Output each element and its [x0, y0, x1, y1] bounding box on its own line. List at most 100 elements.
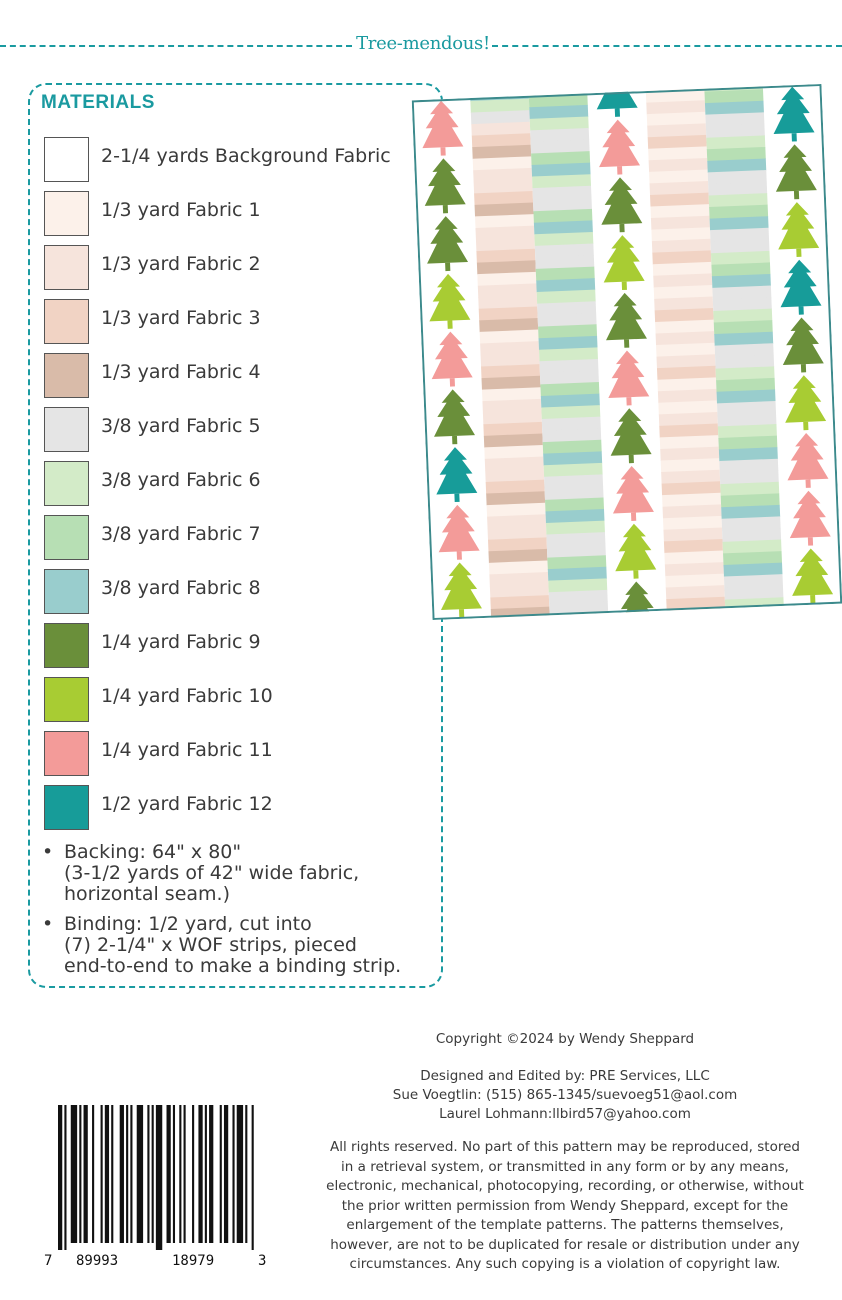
quilt-patch — [541, 416, 601, 432]
quilt-patch — [656, 354, 716, 369]
binding-note: • Binding: 1/2 yard, cut into (7) 2-1/4"… — [40, 914, 440, 977]
quilt-patch — [652, 250, 712, 265]
quilt-patch — [481, 387, 541, 402]
binding-line-1: Binding: 1/2 yard, cut into — [64, 913, 312, 935]
quilt-patch — [479, 318, 539, 333]
quilt-patch — [530, 139, 590, 154]
fabric-swatch — [44, 461, 89, 506]
quilt-patch — [537, 301, 597, 316]
barcode-bar — [100, 1105, 103, 1243]
binding-line-3: end-to-end to make a binding strip. — [64, 955, 402, 977]
quilt-patch — [660, 446, 720, 462]
quilt-patch — [475, 225, 535, 241]
quilt-patch — [657, 388, 717, 404]
quilt-patch — [470, 110, 530, 125]
barcode-digits-left: 89993 — [76, 1253, 119, 1269]
tree-icon — [606, 292, 647, 348]
legal-line: All rights reserved. No part of this pat… — [330, 1139, 800, 1155]
quilt-patch — [544, 485, 604, 501]
material-label: 3/8 yard Fabric 7 — [101, 523, 261, 545]
quilt-patch — [716, 400, 776, 416]
quilt-patch — [657, 377, 717, 392]
quilt-patch — [489, 583, 549, 598]
tree-icon — [794, 606, 836, 621]
legal-line: however, are not to be duplicated for re… — [330, 1236, 800, 1253]
quilt-patch — [658, 400, 718, 415]
tree-icon — [792, 548, 834, 604]
quilt-patch — [662, 492, 722, 508]
quilt-patch — [478, 306, 538, 321]
tree-icon — [773, 86, 815, 142]
quilt-patch — [475, 214, 535, 229]
fabric-swatch — [44, 677, 89, 722]
material-item: 3/8 yard Fabric 6 — [44, 459, 434, 513]
quilt-patch — [491, 618, 551, 621]
quilt-patch — [655, 319, 715, 335]
material-label: 1/3 yard Fabric 3 — [101, 307, 261, 329]
backing-line-3: horizontal seam.) — [64, 883, 230, 905]
barcode-bar — [245, 1105, 248, 1243]
quilt-patch — [705, 123, 765, 139]
legal-notice: All rights reserved. No part of this pat… — [300, 1138, 830, 1275]
quilt-patch — [548, 589, 608, 605]
quilt-patch — [707, 170, 767, 185]
quilt-patch — [719, 470, 779, 485]
material-label: 1/2 yard Fabric 12 — [101, 793, 273, 815]
quilt-patch — [481, 364, 541, 379]
tree-icon — [431, 331, 473, 387]
quilt-patch — [711, 262, 771, 277]
quilt-patch — [489, 572, 549, 587]
designed-by-text: Designed and Edited by: PRE Services, LL… — [420, 1068, 710, 1084]
material-item: 3/8 yard Fabric 8 — [44, 567, 434, 621]
quilt-patch — [661, 469, 721, 485]
quilt-patch — [483, 421, 543, 437]
quilt-patch — [648, 146, 708, 161]
quilt-patch — [545, 520, 605, 535]
tree-icon — [780, 259, 822, 315]
quilt-patch — [480, 352, 540, 368]
barcode-bar — [70, 1105, 78, 1243]
quilt-patch — [541, 405, 601, 420]
barcode: 7 89993 18979 3 — [44, 1105, 269, 1275]
quilt-patch — [546, 543, 606, 559]
quilt-patch — [488, 560, 548, 575]
quilt-patch — [649, 181, 709, 196]
barcode-bar — [236, 1105, 244, 1243]
material-item: 1/2 yard Fabric 12 — [44, 783, 434, 837]
quilt-patch — [469, 83, 529, 90]
material-item: 1/4 yard Fabric 9 — [44, 621, 434, 675]
quilt-patch — [543, 451, 603, 466]
quilt-patch — [540, 382, 600, 397]
barcode-digit-lead: 7 — [44, 1253, 53, 1269]
quilt-patch — [535, 255, 595, 270]
material-item: 1/3 yard Fabric 1 — [44, 189, 434, 243]
tree-icon — [601, 177, 643, 233]
fabric-swatch — [44, 623, 89, 668]
quilt-patch — [482, 398, 542, 414]
quilt-patch — [712, 285, 772, 300]
quilt-patch — [659, 435, 719, 450]
barcode-bar — [130, 1105, 133, 1243]
barcode-bar — [126, 1105, 129, 1243]
tree-icon — [782, 317, 824, 373]
barcode-bar — [166, 1105, 171, 1243]
barcode-bar — [179, 1105, 182, 1243]
quilt-patch — [646, 111, 706, 127]
barcode-bar — [183, 1105, 186, 1243]
quilt-patch — [490, 595, 550, 610]
header-rule-left — [0, 45, 352, 47]
tree-icon — [608, 350, 650, 406]
fabric-swatch — [44, 137, 89, 182]
quilt-patch — [721, 516, 781, 531]
tree-icon — [429, 273, 471, 329]
quilt-patch — [653, 273, 713, 288]
legal-line: in a retrieval system, or transmitted in… — [341, 1158, 789, 1175]
tree-icon — [787, 432, 829, 488]
quilt-patch — [662, 504, 722, 519]
quilt-patch — [705, 112, 765, 127]
barcode-bar — [64, 1105, 67, 1250]
quilt-patch — [533, 220, 593, 235]
tree-icon — [610, 408, 652, 464]
quilt-patch — [658, 411, 718, 427]
quilt-patch — [484, 456, 544, 471]
